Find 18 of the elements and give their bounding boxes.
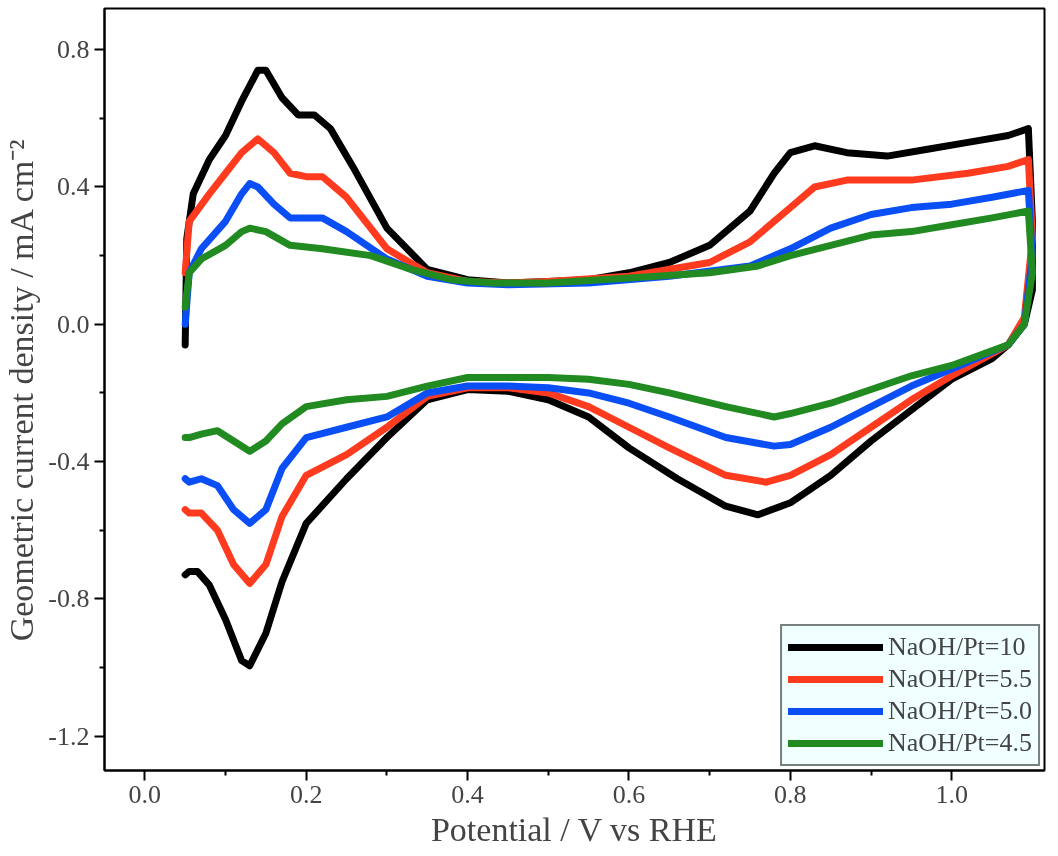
y-tick-label: -0.4 (48, 447, 90, 477)
x-tick-label: 0.8 (774, 779, 807, 809)
x-axis-title: Potential / V vs RHE (430, 810, 717, 848)
y-axis-title: Geometric current density / mA cm⁻² (3, 139, 41, 642)
y-tick-label: 0.0 (57, 309, 90, 339)
y-tick-label: -1.2 (48, 721, 90, 751)
y-tick-label: -0.8 (48, 584, 90, 614)
x-tick-label: 0.0 (128, 779, 162, 809)
legend-label: NaOH/Pt=5.0 (888, 696, 1032, 726)
x-tick-label: 0.4 (451, 779, 484, 809)
x-tick-label: 0.2 (289, 779, 323, 809)
x-tick-label: 1.0 (935, 779, 968, 809)
legend-label: NaOH/Pt=5.5 (888, 664, 1032, 694)
legend-label: NaOH/Pt=4.5 (888, 728, 1032, 758)
y-tick-label: 0.4 (57, 172, 90, 202)
x-tick-label: 0.6 (612, 779, 646, 809)
legend-label: NaOH/Pt=10 (888, 632, 1026, 662)
y-tick-label: 0.8 (57, 35, 90, 65)
